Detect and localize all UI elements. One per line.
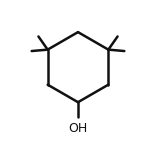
Text: OH: OH [68,122,88,135]
